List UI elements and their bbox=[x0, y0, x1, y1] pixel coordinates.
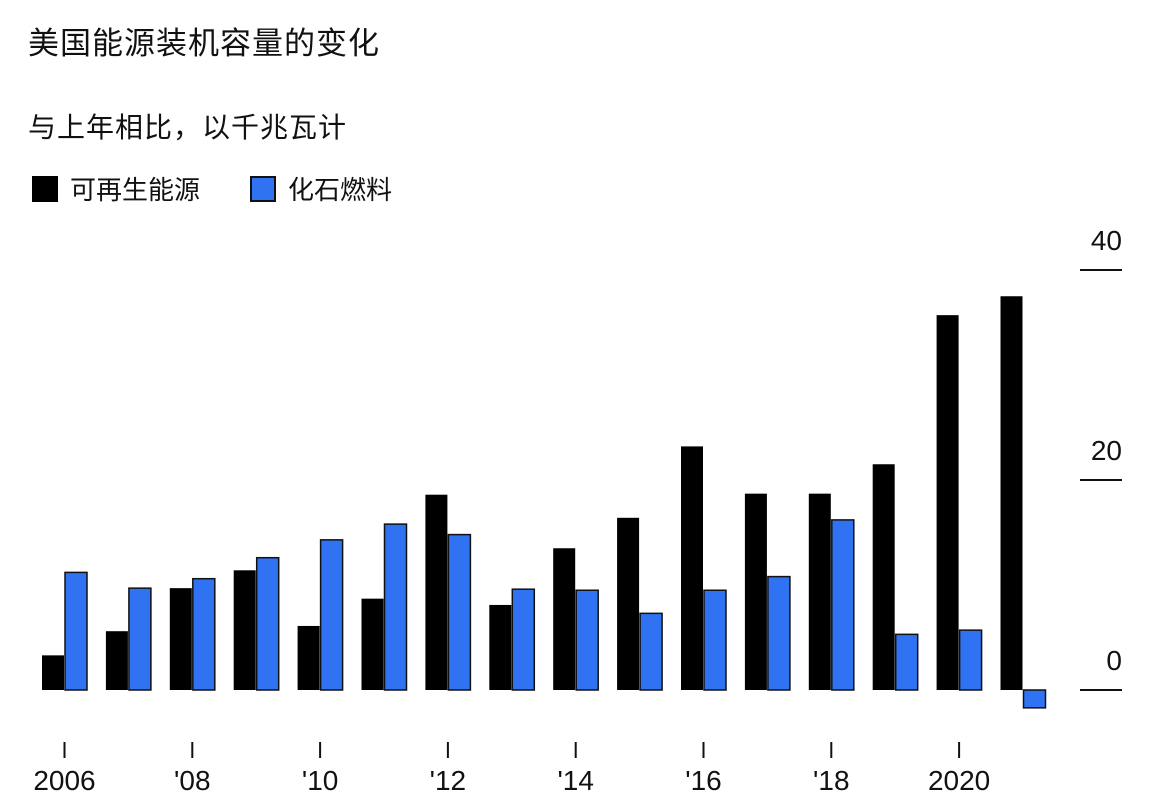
legend-item-renewable: 可再生能源 bbox=[32, 170, 200, 207]
legend-swatch-fossil bbox=[250, 175, 277, 202]
x-tick-label-2008: '08 bbox=[174, 765, 211, 793]
bar-fossil-2009 bbox=[255, 556, 280, 691]
x-tick-label-2006: 2006 bbox=[33, 765, 95, 793]
bar-renewable-2014 bbox=[553, 548, 576, 690]
x-tick-label-2018: '18 bbox=[813, 765, 850, 793]
bar-fossil-2008 bbox=[192, 577, 216, 691]
x-tick-label-2012: '12 bbox=[430, 765, 467, 793]
x-tick-label-2010: '10 bbox=[302, 765, 339, 793]
x-tick-label-2016: '16 bbox=[685, 765, 722, 793]
bar-fossil-2017 bbox=[767, 575, 791, 691]
bar-renewable-2015 bbox=[617, 517, 640, 690]
y-tick-label-20: 20 bbox=[1091, 435, 1122, 466]
bar-fossil-2018 bbox=[831, 519, 855, 691]
legend-item-fossil: 化石燃料 bbox=[250, 170, 392, 207]
bar-renewable-2008 bbox=[169, 588, 192, 690]
bar-fossil-2012 bbox=[447, 533, 472, 691]
bar-renewable-2017 bbox=[744, 493, 767, 690]
bar-renewable-2021 bbox=[1000, 296, 1023, 690]
x-tick-label-2020: 2020 bbox=[928, 765, 990, 793]
bar-fossil-2010 bbox=[319, 539, 344, 691]
bar-fossil-2007 bbox=[128, 587, 152, 691]
legend-label-fossil: 化石燃料 bbox=[288, 176, 393, 206]
bar-fossil-2015 bbox=[639, 612, 663, 691]
bar-fossil-2019 bbox=[894, 633, 919, 691]
bar-renewable-2009 bbox=[233, 570, 256, 690]
bar-fossil-2011 bbox=[383, 523, 408, 691]
bar-renewable-2018 bbox=[808, 493, 831, 690]
bar-renewable-2019 bbox=[872, 464, 895, 690]
bar-renewable-2010 bbox=[297, 625, 320, 690]
bar-renewable-2020 bbox=[936, 315, 959, 690]
bar-fossil-2014 bbox=[575, 589, 599, 691]
bar-fossil-2006 bbox=[64, 571, 88, 691]
legend-swatch-renewable bbox=[32, 175, 58, 202]
bar-fossil-2020 bbox=[958, 629, 983, 691]
bar-renewable-2006 bbox=[42, 655, 64, 690]
legend-label-renewable: 可再生能源 bbox=[70, 176, 201, 206]
bar-renewable-2012 bbox=[425, 494, 448, 690]
bar-fossil-2016 bbox=[703, 589, 727, 691]
legend: 可再生能源 化石燃料 bbox=[32, 170, 442, 207]
x-tick-label-2014: '14 bbox=[557, 765, 594, 793]
chart-subtitle: 与上年相比，以千兆瓦计 bbox=[28, 111, 348, 144]
bar-fossil-2013 bbox=[511, 588, 536, 691]
bar-renewable-2011 bbox=[361, 598, 384, 690]
bar-renewable-2016 bbox=[681, 446, 703, 690]
y-tick-label-0: 0 bbox=[1106, 645, 1122, 676]
chart-title: 美国能源装机容量的变化 bbox=[28, 26, 380, 62]
bar-fossil-2021 bbox=[1022, 689, 1047, 709]
bar-renewable-2013 bbox=[489, 604, 512, 690]
y-tick-label-40: 40 bbox=[1091, 225, 1122, 256]
bar-renewable-2007 bbox=[105, 631, 128, 690]
